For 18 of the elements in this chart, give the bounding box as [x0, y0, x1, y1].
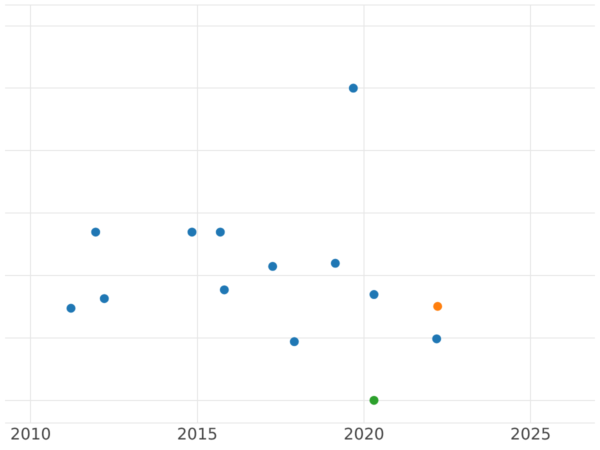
x-tick-label: 2015 — [176, 424, 218, 444]
point — [216, 228, 225, 237]
point — [370, 396, 378, 405]
x-tick-label: 2025 — [510, 424, 552, 444]
point — [91, 228, 100, 237]
point — [220, 285, 229, 294]
point — [370, 290, 378, 300]
point — [330, 258, 340, 268]
point — [432, 334, 442, 344]
point — [188, 228, 196, 237]
x-tick-label: 2020 — [344, 424, 384, 444]
point — [268, 262, 278, 271]
x-tick-label: 2010 — [10, 424, 52, 444]
point — [290, 337, 299, 346]
point — [348, 84, 358, 93]
point — [433, 302, 442, 311]
point — [66, 304, 76, 313]
point — [100, 294, 109, 304]
